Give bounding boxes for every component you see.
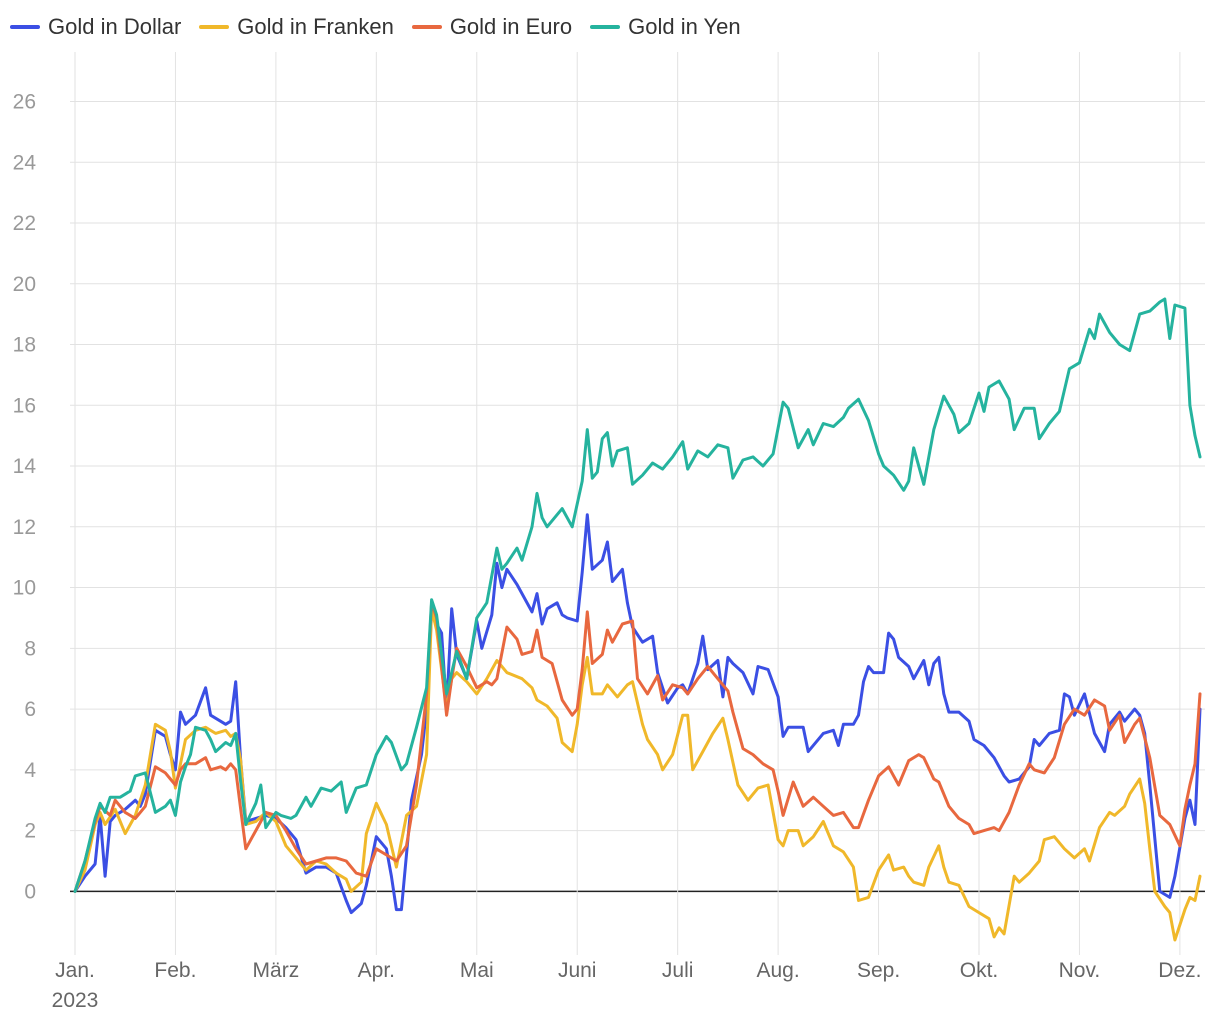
y-tick-label: 12 — [13, 516, 36, 539]
legend-item-dollar[interactable]: Gold in Dollar — [10, 14, 181, 40]
x-tick-label: Jan. — [55, 959, 95, 982]
series-lines — [73, 297, 1202, 942]
y-tick-label: 6 — [24, 698, 36, 721]
legend-label-franken: Gold in Franken — [237, 14, 394, 39]
legend-item-yen[interactable]: Gold in Yen — [590, 14, 741, 40]
grid — [70, 52, 1205, 955]
y-tick-label: 26 — [13, 90, 36, 113]
x-tick-label: Okt. — [960, 959, 999, 982]
y-tick-label: 4 — [24, 759, 36, 782]
legend-item-euro[interactable]: Gold in Euro — [411, 14, 573, 40]
legend-item-franken[interactable]: Gold in Franken — [199, 14, 394, 40]
y-tick-label: 10 — [13, 577, 36, 600]
y-tick-label: 8 — [24, 637, 36, 660]
y-tick-label: 14 — [13, 455, 37, 478]
legend-label-yen: Gold in Yen — [628, 14, 741, 39]
series-line-euro[interactable] — [73, 601, 1202, 893]
y-tick-label: 0 — [24, 880, 36, 903]
x-tick-label: Feb. — [154, 959, 196, 982]
series-line-dollar[interactable] — [73, 513, 1202, 915]
legend-swatch-yen — [590, 25, 621, 29]
legend-label-dollar: Gold in Dollar — [48, 14, 182, 39]
legend-swatch-dollar — [10, 25, 40, 29]
series-line-yen[interactable] — [73, 297, 1202, 893]
legend-swatch-franken — [199, 25, 230, 29]
x-tick-label: Nov. — [1059, 959, 1101, 982]
x-axis-labels: Jan. Feb. März Apr. Mai Juni Juli Aug. Sep. Okt. N… — [55, 959, 1201, 982]
x-tick-label: Dez. — [1158, 959, 1201, 982]
legend-label-euro: Gold in Euro — [449, 14, 573, 39]
y-tick-label: 22 — [13, 212, 36, 235]
y-tick-label: 16 — [13, 394, 36, 417]
legend: Gold in Dollar Gold in Franken Gold in E… — [10, 14, 741, 40]
x-tick-label: Mai — [460, 959, 494, 982]
y-tick-label: 20 — [13, 273, 36, 296]
x-tick-label: Sep. — [857, 959, 900, 982]
y-tick-label: 18 — [13, 334, 36, 357]
x-tick-label: Juli — [662, 959, 694, 982]
y-tick-label: 24 — [13, 151, 37, 174]
legend-swatch-euro — [411, 25, 442, 29]
series-line-franken[interactable] — [73, 607, 1202, 942]
x-tick-label: März — [253, 959, 300, 982]
x-tick-label: Aug. — [757, 959, 800, 982]
x-tick-label: Apr. — [358, 959, 395, 982]
y-tick-label: 2 — [24, 820, 36, 843]
x-tick-label: Juni — [558, 959, 597, 982]
year-label: 2023 — [52, 989, 99, 1012]
